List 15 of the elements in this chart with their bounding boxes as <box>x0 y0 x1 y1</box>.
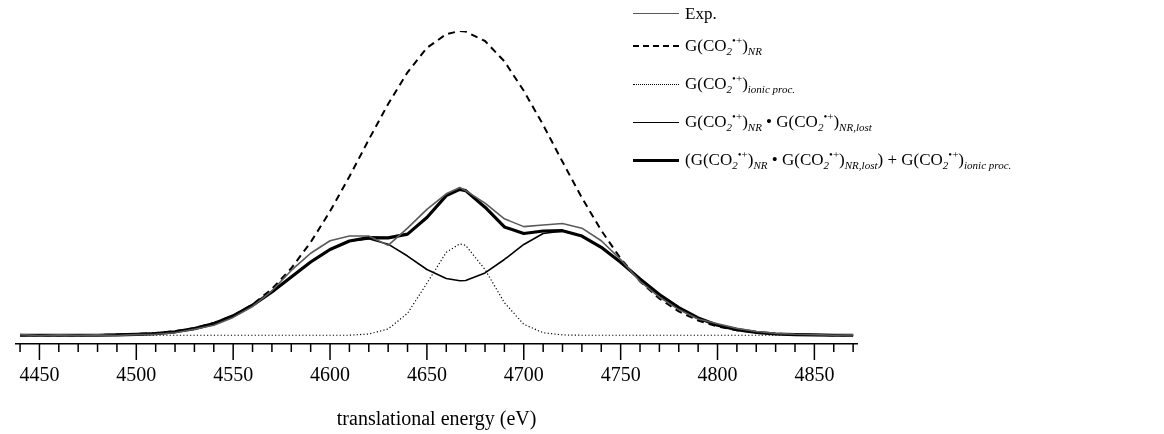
text: (G(CO$_{2}$$^{•+}$)$_{NR}$ • G(CO$_{2}$$^{•+}$)$_{NR,lost}$) + G(CO$_{2}$$^{•+}$)$_{ionic proc.}$ <box>685 148 1012 172</box>
x-tick-label: 4450 <box>19 363 60 386</box>
x-tick-label: 4700 <box>503 363 544 386</box>
x-axis-title: translational energy (eV) <box>336 407 537 431</box>
text: G(CO$_{2}$$^{•+}$)$_{NR}$ • G(CO$_{2}$$^{•+}$)$_{NR,lost}$ <box>685 110 872 134</box>
x-tick-label: 4650 <box>406 363 447 386</box>
legend-label: G(CO$_{2}$$^{•+}$)$_{ionic proc.}$ <box>685 71 796 98</box>
x-tick-label: 4500 <box>116 363 157 386</box>
x-tick-label: 4550 <box>213 363 254 386</box>
x-tick-label: 4750 <box>600 363 641 386</box>
x-tick-label: 4800 <box>697 363 738 386</box>
legend-label: G(CO$_{2}$$^{•+}$)$_{NR}$ <box>685 33 762 60</box>
legend-label: Exp. <box>685 3 717 25</box>
x-tick-label: 4600 <box>310 363 351 386</box>
x-tick-label: 4850 <box>794 363 835 386</box>
